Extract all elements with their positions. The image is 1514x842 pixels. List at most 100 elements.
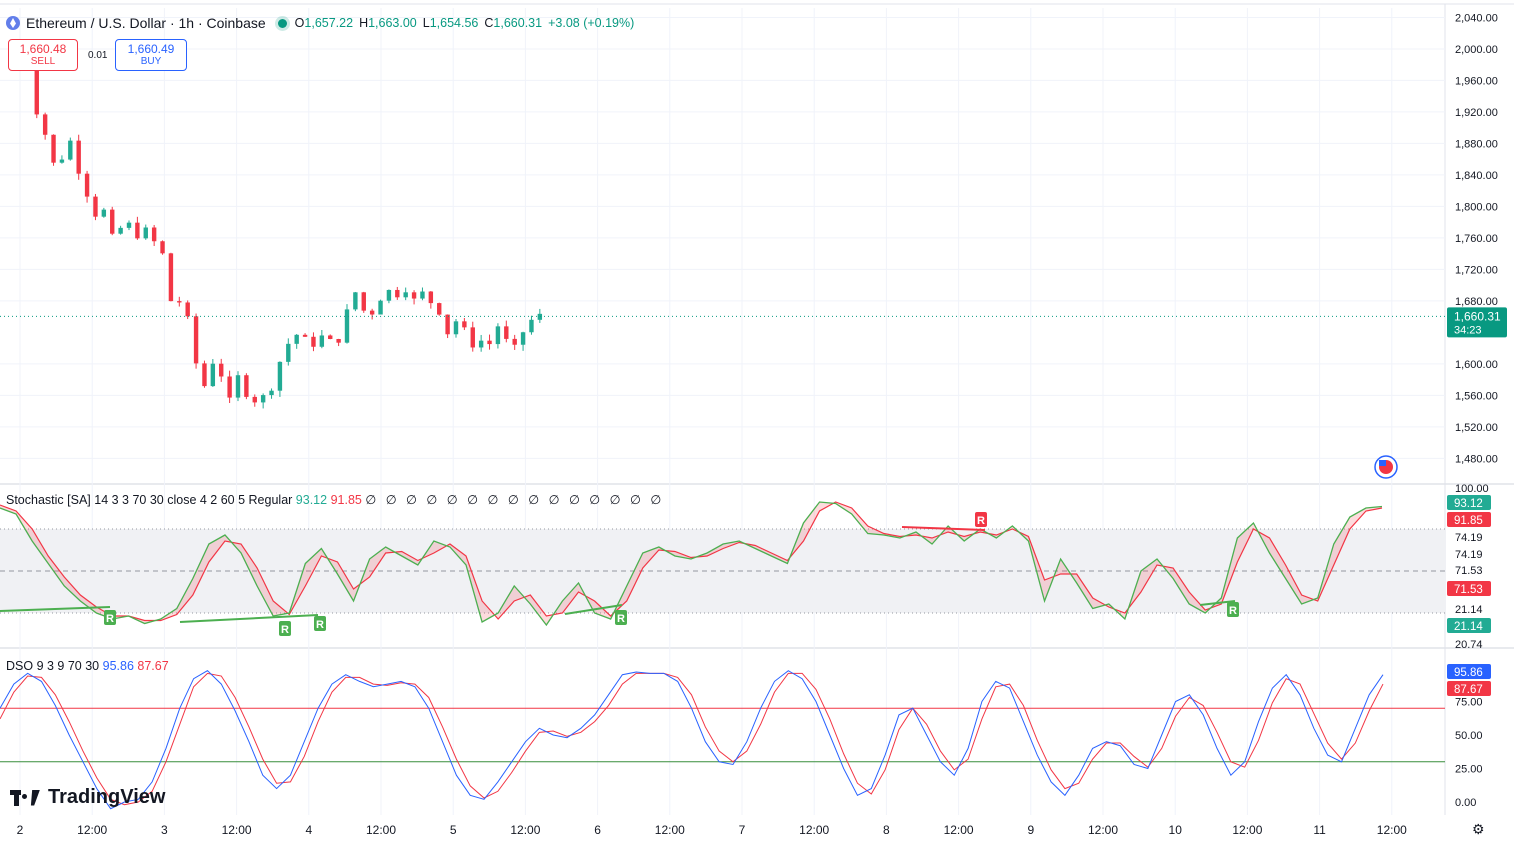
candle-body <box>219 363 224 377</box>
tradingview-logo[interactable]: TradingView <box>10 786 165 809</box>
sell-label: SELL <box>30 56 56 67</box>
candle-body <box>177 301 182 303</box>
candlestick-series <box>17 49 543 409</box>
dso-value-tag <box>1447 681 1491 696</box>
candle-body <box>487 340 492 345</box>
reversal-signal-icon <box>975 512 987 527</box>
price-tick-label: 1,680.00 <box>1455 296 1498 308</box>
candle-body <box>193 316 199 364</box>
price-tick-label: 1,960.00 <box>1455 75 1498 87</box>
sell-button[interactable]: 1,660.48 SELL <box>8 39 78 71</box>
stochastic-name: Stochastic [SA] <box>6 493 91 507</box>
us-flag-icon <box>1374 455 1398 479</box>
stoch-tick-label: 21.14 <box>1455 604 1483 616</box>
time-tick-label: 3 <box>161 823 168 837</box>
time-tick-label: 12:00 <box>655 823 685 837</box>
dso-value-1: 95.86 <box>102 659 134 673</box>
candle-body <box>202 363 207 387</box>
candle-body <box>369 310 375 315</box>
buy-label: BUY <box>140 56 162 67</box>
stoch-tick-label: 74.19 <box>1455 532 1483 544</box>
settings-icon[interactable]: ⚙ <box>1472 821 1485 837</box>
stoch-tick-label: 74.19 <box>1455 549 1483 561</box>
stoch-value-tag <box>1447 618 1491 633</box>
candle-body <box>411 292 417 299</box>
time-tick-label: 10 <box>1169 823 1183 837</box>
divergence-line <box>901 526 986 531</box>
time-tick-label: 12:00 <box>510 823 540 837</box>
candle-body <box>210 363 216 387</box>
candle-body <box>537 313 543 320</box>
tradingview-wordmark: TradingView <box>48 786 166 808</box>
tradingview-mark-icon <box>10 789 40 806</box>
divergence-line <box>0 606 111 612</box>
candle-body <box>453 321 459 335</box>
stoch-value-label: 21.14 <box>1454 621 1483 633</box>
dso-name: DSO <box>6 659 34 673</box>
dso-value-2: 87.67 <box>137 659 169 673</box>
candle-body <box>520 332 526 345</box>
candle-body <box>185 302 190 317</box>
candle-body <box>302 334 308 337</box>
price-tick-label: 1,480.00 <box>1455 453 1498 465</box>
reversal-signal-icon <box>314 616 326 631</box>
time-tick-label: 12:00 <box>944 823 974 837</box>
price-tick-label: 1,600.00 <box>1455 359 1498 371</box>
reversal-signal-label: R <box>106 613 114 625</box>
candle-body <box>478 340 484 348</box>
dso-line-1 <box>0 670 1384 810</box>
stoch-value-label: 71.53 <box>1454 584 1483 596</box>
sell-price: 1,660.48 <box>19 42 67 56</box>
last-price-tag <box>1447 307 1507 338</box>
stoch-value-tag <box>1447 581 1491 596</box>
candle-body <box>328 335 333 339</box>
chart-header: Ethereum / U.S. Dollar · 1h · Coinbase O… <box>6 12 634 34</box>
candle-body <box>319 335 325 347</box>
candle-body <box>512 338 517 345</box>
price-tick-label: 1,840.00 <box>1455 170 1498 182</box>
dso-tick-label: 75.00 <box>1455 697 1483 709</box>
candle-body <box>160 241 165 254</box>
candle-body <box>428 291 434 304</box>
candle-body <box>504 326 509 339</box>
symbol-title[interactable]: Ethereum / U.S. Dollar · 1h · Coinbase <box>26 15 266 31</box>
ohlc-close: C1,660.31 <box>484 16 543 30</box>
stoch-value-label: 91.85 <box>1454 515 1483 527</box>
buy-button[interactable]: 1,660.49 BUY <box>115 39 187 71</box>
reversal-signal-label: R <box>1229 605 1237 617</box>
time-tick-label: 9 <box>1027 823 1034 837</box>
dso-legend[interactable]: DSO 9 3 9 70 30 95.86 87.67 <box>6 659 169 673</box>
price-tick-label: 1,520.00 <box>1455 422 1498 434</box>
price-change: +3.08 (+0.19%) <box>548 16 635 30</box>
stoch-value-tag <box>1447 512 1491 527</box>
reversal-signal-label: R <box>977 515 985 527</box>
stoch-d-line <box>0 501 1383 622</box>
time-tick-label: 12:00 <box>1377 823 1407 837</box>
time-tick-label: 12:00 <box>1088 823 1118 837</box>
time-tick-label: 12:00 <box>1232 823 1262 837</box>
dso-tick-label: 50.00 <box>1455 730 1483 742</box>
buy-price: 1,660.49 <box>127 42 175 56</box>
reversal-signal-icon <box>104 610 116 625</box>
stoch-tick-label: 71.53 <box>1455 565 1483 577</box>
stochastic-d-value: 91.85 <box>330 493 362 507</box>
ohlc-high: H1,663.00 <box>359 16 417 30</box>
candle-body <box>118 227 123 234</box>
candle-body <box>126 222 132 228</box>
stoch-tick-label: 100.00 <box>1455 483 1489 495</box>
candle-body <box>110 209 115 234</box>
candle-body <box>244 375 249 397</box>
candle-body <box>76 140 81 174</box>
stochastic-legend[interactable]: Stochastic [SA] 14 3 3 70 30 close 4 2 6… <box>6 492 664 507</box>
candle-body <box>462 321 467 328</box>
stochastic-params: 14 3 3 70 30 close 4 2 60 5 Regular <box>94 493 293 507</box>
candle-body <box>353 292 358 310</box>
stochastic-empty-values: ∅ ∅ ∅ ∅ ∅ ∅ ∅ ∅ ∅ ∅ ∅ ∅ ∅ ∅ ∅ <box>365 493 665 507</box>
candle-body <box>135 222 140 239</box>
candle-body <box>101 209 107 217</box>
reversal-signal-label: R <box>281 624 289 636</box>
time-tick-label: 5 <box>450 823 457 837</box>
divergence-line <box>179 614 319 623</box>
time-tick-label: 4 <box>305 823 312 837</box>
